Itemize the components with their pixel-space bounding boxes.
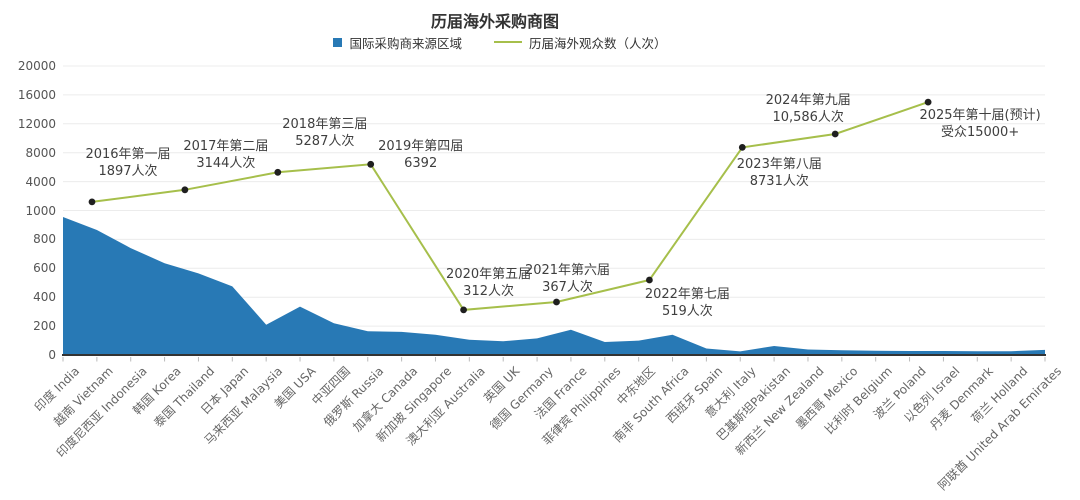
annotation-count-label: 367人次 xyxy=(542,279,593,295)
legend-item-visitors[interactable]: 历届海外观众数（人次） xyxy=(494,33,667,52)
annotation-count-label: 3144人次 xyxy=(196,155,256,171)
y-axis-label: 600 xyxy=(33,261,56,276)
annotation-count-label: 519人次 xyxy=(661,304,713,319)
data-point-marker[interactable] xyxy=(738,144,746,151)
chart-title: 历届海外采购商图 xyxy=(430,12,559,31)
data-point-marker[interactable] xyxy=(460,306,467,314)
y-axis-label: 800 xyxy=(33,232,56,247)
line-point-annotation: 2016年第一届 1897人次 xyxy=(18,146,238,180)
line-point-annotation: 2018年第三届 5287人次 xyxy=(215,116,435,150)
y-axis-label: 12000 xyxy=(17,116,56,131)
line-point-annotation: 2024年第九届 10,586人次 xyxy=(698,92,918,126)
y-axis-label: 8000 xyxy=(25,145,56,160)
data-point-marker[interactable] xyxy=(924,98,932,106)
annotation-edition-label: 2017年第二届 xyxy=(183,138,269,154)
area-series-swatch-icon xyxy=(333,37,343,47)
legend: 国际采购商来源区域 历届海外观众数（人次） xyxy=(0,33,1000,51)
line-series-swatch-icon xyxy=(494,41,522,43)
annotation-count-label: 1897人次 xyxy=(98,163,158,179)
annotation-count-label: 8731人次 xyxy=(749,174,809,190)
annotation-edition-label: 2025年第十届(预计) xyxy=(919,108,1041,124)
annotation-edition-label: 2022年第七届 xyxy=(644,287,730,302)
annotation-edition-label: 2019年第四届 xyxy=(378,139,464,155)
y-axis-label: 16000 xyxy=(17,87,56,102)
y-axis-label: 20000 xyxy=(17,59,56,73)
annotation-edition-label: 2018年第三届 xyxy=(282,117,368,133)
line-point-annotation: 2017年第二届 3144人次 xyxy=(116,138,336,172)
data-point-marker[interactable] xyxy=(181,186,189,194)
line-point-annotation: 2025年第十届(预计) 受众15000+ xyxy=(870,107,1080,141)
annotation-count-label: 10,586人次 xyxy=(772,110,844,126)
annotation-edition-label: 2020年第五届 xyxy=(446,266,532,282)
line-point-annotation: 2022年第七届 519人次 xyxy=(577,286,797,320)
y-axis-label: 1000 xyxy=(25,203,56,218)
data-point-marker[interactable] xyxy=(274,168,282,176)
data-point-marker[interactable] xyxy=(553,298,560,306)
x-axis-ticks xyxy=(62,357,1046,362)
annotation-count-label: 6392 xyxy=(404,156,438,172)
y-axis-label: 400 xyxy=(33,290,56,305)
legend-item-buyers[interactable]: 国际采购商来源区域 xyxy=(333,33,462,52)
data-point-marker[interactable] xyxy=(831,130,839,138)
annotation-edition-label: 2016年第一届 xyxy=(85,146,171,162)
annotation-edition-label: 2024年第九届 xyxy=(765,93,851,109)
buyer-area-series xyxy=(63,217,1045,355)
legend-label-visitors: 历届海外观众数（人次） xyxy=(529,35,667,51)
line-point-annotation: 2021年第六届 367人次 xyxy=(458,262,678,296)
line-point-annotation: 2020年第五届 312人次 xyxy=(379,266,599,300)
y-axis-label: 200 xyxy=(33,319,56,334)
annotation-edition-label: 2021年第六届 xyxy=(524,262,611,278)
line-point-annotation: 2023年第八届 8731人次 xyxy=(669,156,889,190)
visitor-line-series xyxy=(91,101,929,311)
y-axis-label: 4000 xyxy=(25,174,56,189)
annotation-count-label: 5287人次 xyxy=(295,134,355,150)
annotation-count-label: 312人次 xyxy=(463,283,514,299)
data-point-marker[interactable] xyxy=(646,276,653,284)
annotation-count-label: 受众15000+ xyxy=(940,125,1020,141)
y-axis-label: 0 xyxy=(48,348,56,362)
data-point-marker[interactable] xyxy=(88,198,96,206)
annotation-edition-label: 2023年第八届 xyxy=(736,157,822,173)
data-point-marker[interactable] xyxy=(367,160,375,168)
legend-label-buyers: 国际采购商来源区域 xyxy=(349,35,462,51)
line-point-annotation: 2019年第四届 6392 xyxy=(311,138,531,172)
